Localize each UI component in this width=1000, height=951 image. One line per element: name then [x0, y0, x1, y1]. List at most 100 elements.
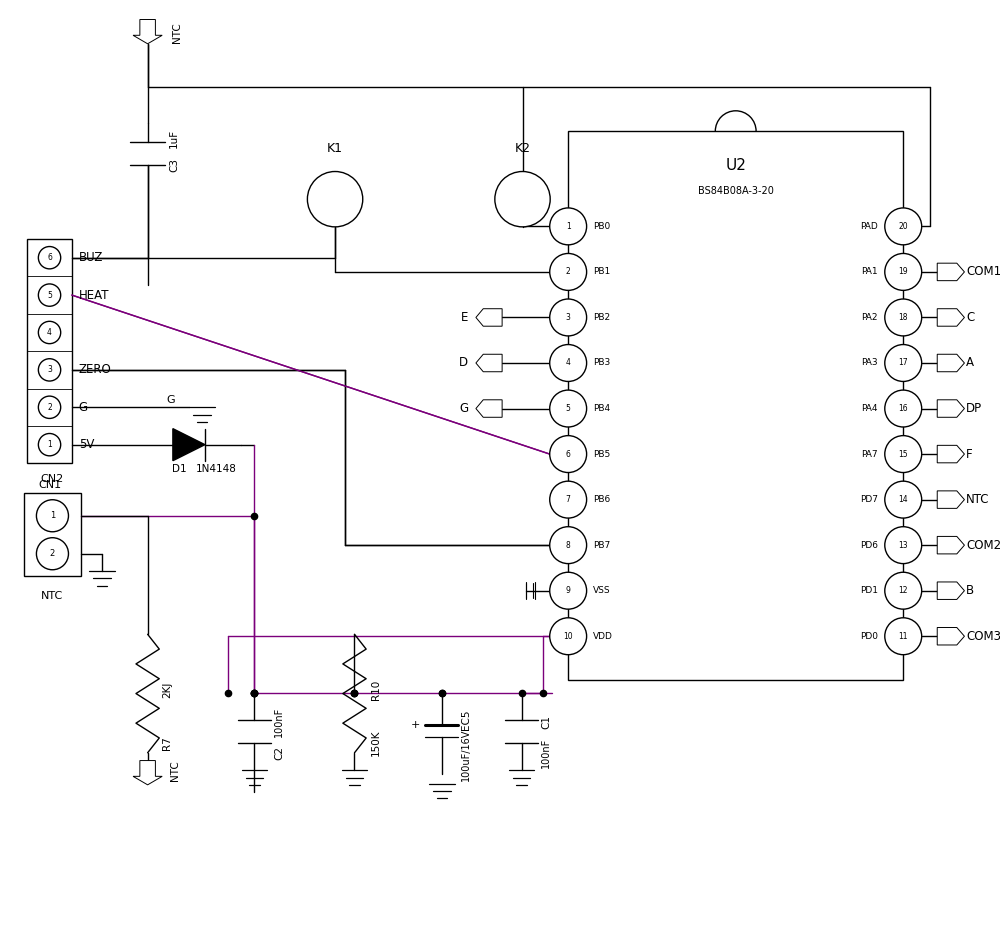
Text: VDD: VDD	[593, 631, 613, 641]
Text: 9: 9	[566, 586, 571, 595]
Polygon shape	[937, 628, 964, 645]
Text: R10: R10	[371, 680, 381, 700]
Text: G: G	[459, 402, 468, 415]
Polygon shape	[937, 263, 964, 281]
Text: NTC: NTC	[966, 494, 990, 506]
Text: +: +	[411, 720, 421, 729]
Circle shape	[885, 481, 922, 518]
Text: PD1: PD1	[860, 586, 878, 595]
Text: R7: R7	[162, 736, 172, 750]
Text: 3: 3	[566, 313, 571, 322]
Text: 5V: 5V	[79, 438, 94, 451]
Text: U2: U2	[725, 158, 746, 173]
Polygon shape	[937, 491, 964, 509]
Text: PB1: PB1	[593, 267, 611, 277]
Circle shape	[38, 397, 61, 418]
Text: A: A	[966, 357, 974, 370]
Text: 1N4148: 1N4148	[196, 464, 237, 475]
Circle shape	[550, 390, 587, 427]
Text: B: B	[966, 584, 974, 597]
Polygon shape	[133, 20, 162, 44]
Bar	[24, 494, 81, 576]
Circle shape	[36, 537, 68, 570]
Text: F: F	[966, 448, 973, 460]
Text: 19: 19	[898, 267, 908, 277]
Polygon shape	[937, 582, 964, 599]
Text: C3: C3	[169, 158, 179, 172]
Circle shape	[550, 344, 587, 381]
Circle shape	[550, 527, 587, 564]
Text: VSS: VSS	[593, 586, 611, 595]
Text: COM1: COM1	[966, 265, 1000, 279]
Circle shape	[885, 299, 922, 336]
Polygon shape	[476, 355, 502, 372]
Text: PB3: PB3	[593, 359, 611, 367]
Text: PB5: PB5	[593, 450, 611, 458]
Text: 14: 14	[898, 495, 908, 504]
Text: PB7: PB7	[593, 541, 611, 550]
Text: EC5: EC5	[461, 709, 471, 730]
Text: 2KJ: 2KJ	[162, 682, 172, 698]
Text: BS84B08A-3-20: BS84B08A-3-20	[698, 186, 774, 197]
Text: PB4: PB4	[593, 404, 611, 413]
Text: CN1: CN1	[38, 480, 61, 490]
Circle shape	[885, 390, 922, 427]
Text: K2: K2	[515, 142, 531, 154]
Text: HEAT: HEAT	[79, 288, 109, 301]
Text: PB2: PB2	[593, 313, 611, 322]
Text: K1: K1	[327, 142, 343, 154]
Text: 1: 1	[566, 222, 571, 231]
Circle shape	[885, 254, 922, 290]
Text: 2: 2	[566, 267, 571, 277]
Polygon shape	[133, 761, 162, 785]
Text: 16: 16	[898, 404, 908, 413]
Text: 100uF/16V: 100uF/16V	[461, 728, 471, 781]
Text: 4: 4	[566, 359, 571, 367]
Polygon shape	[476, 399, 502, 417]
Text: 2: 2	[47, 403, 52, 412]
Text: 11: 11	[898, 631, 908, 641]
Polygon shape	[476, 309, 502, 326]
Text: G: G	[79, 400, 88, 414]
Text: 7: 7	[566, 495, 571, 504]
Circle shape	[885, 436, 922, 473]
Circle shape	[550, 618, 587, 654]
Text: 13: 13	[898, 541, 908, 550]
Polygon shape	[937, 355, 964, 372]
Text: 18: 18	[898, 313, 908, 322]
Text: COM2: COM2	[966, 538, 1000, 552]
Text: PD0: PD0	[860, 631, 878, 641]
Circle shape	[885, 618, 922, 654]
Polygon shape	[937, 399, 964, 417]
Circle shape	[38, 321, 61, 343]
Text: PA1: PA1	[861, 267, 878, 277]
Text: 20: 20	[898, 222, 908, 231]
Circle shape	[550, 481, 587, 518]
Text: G: G	[166, 395, 175, 404]
Circle shape	[550, 208, 587, 244]
Polygon shape	[937, 536, 964, 553]
Circle shape	[550, 573, 587, 610]
Text: 17: 17	[898, 359, 908, 367]
Text: PA7: PA7	[861, 450, 878, 458]
Text: 4: 4	[47, 328, 52, 337]
Text: PB6: PB6	[593, 495, 611, 504]
Text: 6: 6	[47, 253, 52, 262]
Text: PB0: PB0	[593, 222, 611, 231]
Text: PA3: PA3	[861, 359, 878, 367]
Text: NTC: NTC	[170, 760, 180, 781]
Text: 6: 6	[566, 450, 571, 458]
Text: 3: 3	[47, 365, 52, 375]
Circle shape	[307, 171, 363, 227]
Text: D: D	[459, 357, 468, 370]
Text: ZERO: ZERO	[79, 363, 111, 377]
Text: D1: D1	[172, 464, 187, 475]
Text: 100nF: 100nF	[274, 707, 284, 737]
Circle shape	[885, 208, 922, 244]
Text: 15: 15	[898, 450, 908, 458]
Text: C: C	[966, 311, 975, 324]
Text: 10: 10	[563, 631, 573, 641]
Text: PAD: PAD	[860, 222, 878, 231]
Text: 2: 2	[50, 550, 55, 558]
Text: 12: 12	[898, 586, 908, 595]
